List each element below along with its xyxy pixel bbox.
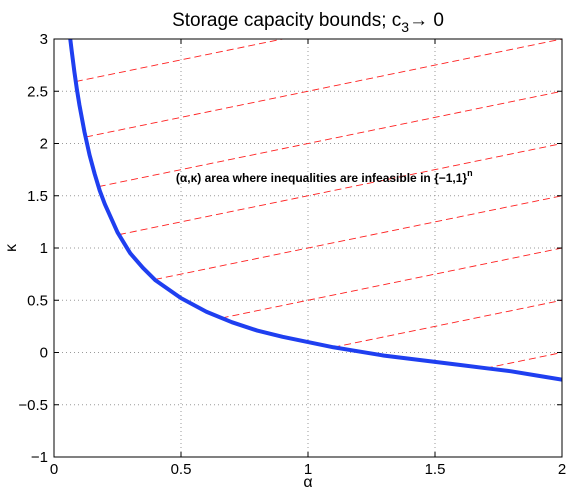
y-tick-label: −0.5 xyxy=(18,397,48,414)
hatch-line xyxy=(118,143,562,236)
annotation-superscript: n xyxy=(467,168,473,178)
chart-title: Storage capacity bounds; c3→ 0 xyxy=(172,10,444,35)
x-tick-label: 0.5 xyxy=(171,461,192,478)
y-tick-label: 0.5 xyxy=(27,292,48,309)
hatch-line xyxy=(75,39,283,82)
y-tick-labels: −1 −0.5 0 0.5 1 1.5 2 2.5 3 xyxy=(18,31,48,466)
y-tick-label: −1 xyxy=(31,449,48,466)
infeasible-region-annotation: (α,κ) area where inequalities are infeas… xyxy=(176,168,473,185)
chart-title-subscript: 3 xyxy=(401,19,409,35)
infeasible-region-hatch xyxy=(75,39,562,369)
axis-ticks xyxy=(53,38,563,458)
x-tick-label: 0 xyxy=(50,461,58,478)
x-tick-label: 2 xyxy=(558,461,566,478)
boundary-curve xyxy=(68,39,562,382)
y-tick-label: 2 xyxy=(40,136,48,153)
hatch-line xyxy=(485,352,562,369)
x-axis-label: α xyxy=(303,474,312,491)
x-tick-label: 1.5 xyxy=(425,461,446,478)
x-tick-label: 1 xyxy=(304,461,312,478)
hatch-line xyxy=(333,299,562,348)
hatch-line xyxy=(85,39,562,138)
hatch-line xyxy=(155,195,562,280)
series-layer xyxy=(68,39,562,382)
x-tick-labels: 0 0.5 1 1.5 2 xyxy=(50,461,566,478)
y-tick-label: 0 xyxy=(40,345,48,362)
hatch-line xyxy=(98,90,562,187)
annotation-text: (α,κ) area where inequalities are infeas… xyxy=(176,171,468,185)
y-axis-label: κ xyxy=(3,243,20,252)
chart-title-main: Storage capacity bounds; c xyxy=(172,10,401,31)
y-tick-label: 2.5 xyxy=(27,83,48,100)
grid-lines xyxy=(54,39,562,457)
y-tick-label: 1 xyxy=(40,240,48,257)
y-tick-label: 1.5 xyxy=(27,188,48,205)
hatch-line xyxy=(221,247,562,319)
y-tick-label: 3 xyxy=(40,31,48,48)
chart-title-tail: → 0 xyxy=(409,10,444,31)
